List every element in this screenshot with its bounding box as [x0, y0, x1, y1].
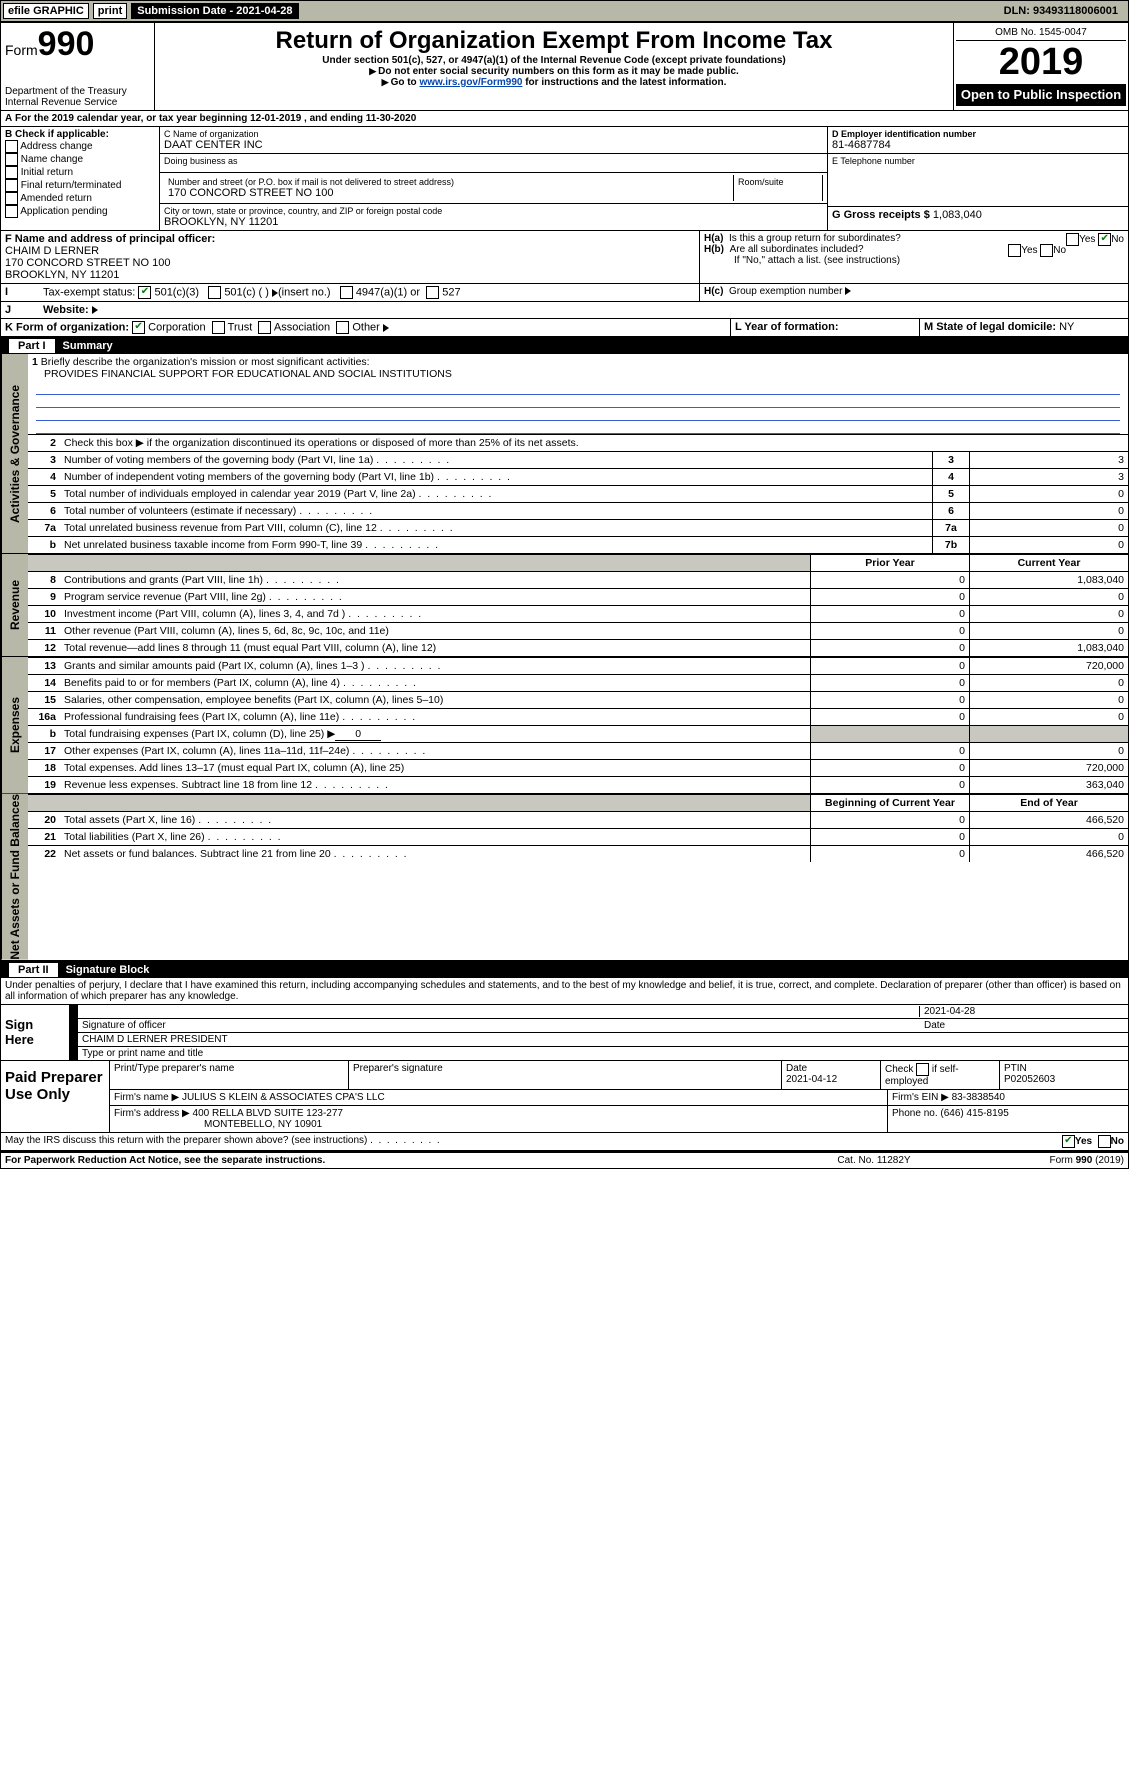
omb-number: OMB No. 1545-0047	[956, 25, 1126, 41]
chk-pending[interactable]: Application pending	[5, 205, 155, 218]
val-6: 0	[970, 503, 1129, 520]
efile-label: efile GRAPHIC	[3, 3, 89, 19]
c19: 363,040	[970, 777, 1129, 794]
section-activities: Activities & Governance 1 Briefly descri…	[1, 354, 1128, 554]
c22: 466,520	[970, 846, 1129, 863]
org-name: DAAT CENTER INC	[164, 139, 823, 151]
entity-block: B Check if applicable: Address change Na…	[1, 127, 1128, 231]
box-de: D Employer identification number81-46877…	[828, 127, 1128, 230]
chk-final-return[interactable]: Final return/terminated	[5, 179, 155, 192]
gross-receipts: 1,083,040	[933, 209, 982, 221]
val-7b: 0	[970, 537, 1129, 554]
chk-amended[interactable]: Amended return	[5, 192, 155, 205]
row-fh: F Name and address of principal officer:…	[1, 231, 1128, 284]
c18: 720,000	[970, 760, 1129, 777]
part-1-header: Part ISummary	[1, 338, 1128, 354]
box-b: B Check if applicable: Address change Na…	[1, 127, 160, 230]
dln-label: DLN: 93493118006001	[1004, 5, 1122, 17]
page-footer: For Paperwork Reduction Act Notice, see …	[1, 1152, 1128, 1168]
side-activities: Activities & Governance	[1, 354, 28, 553]
ein: 81-4687784	[832, 139, 1124, 151]
open-to-inspection: Open to Public Inspection	[956, 84, 1126, 106]
form-label: Form	[5, 42, 38, 58]
side-revenue: Revenue	[1, 554, 28, 656]
sign-date: 2021-04-28	[919, 1006, 1124, 1017]
print-button[interactable]: print	[93, 3, 127, 19]
form-subtitle-3: Go to www.irs.gov/Form990 for instructio…	[159, 77, 949, 88]
mission-text: PROVIDES FINANCIAL SUPPORT FOR EDUCATION…	[32, 368, 452, 380]
form-subtitle-1: Under section 501(c), 527, or 4947(a)(1)…	[159, 55, 949, 66]
firm-name: JULIUS S KLEIN & ASSOCIATES CPA'S LLC	[182, 1092, 385, 1103]
perjury-statement: Under penalties of perjury, I declare th…	[1, 978, 1128, 1005]
val-4: 3	[970, 469, 1129, 486]
firm-ein: 83-3838540	[952, 1092, 1005, 1103]
discuss-row: May the IRS discuss this return with the…	[1, 1132, 1128, 1152]
chk-name-change[interactable]: Name change	[5, 153, 155, 166]
officer-addr1: 170 CONCORD STREET NO 100	[5, 257, 170, 269]
box-c: C Name of organizationDAAT CENTER INC Do…	[160, 127, 828, 230]
section-netassets: Net Assets or Fund Balances Beginning of…	[1, 794, 1128, 962]
c20: 466,520	[970, 812, 1129, 829]
form-header: Form990 Department of the Treasury Inter…	[1, 23, 1128, 111]
side-expenses: Expenses	[1, 657, 28, 793]
val-3: 3	[970, 452, 1129, 469]
preparer-date: 2021-04-12	[786, 1074, 837, 1085]
chk-address-change[interactable]: Address change	[5, 140, 155, 153]
row-i: I Tax-exempt status: 501(c)(3) 501(c) ( …	[1, 284, 1128, 302]
state-domicile: NY	[1059, 321, 1074, 333]
street-address: 170 CONCORD STREET NO 100	[168, 187, 729, 199]
row-klm: K Form of organization: Corporation Trus…	[1, 319, 1128, 338]
side-netassets: Net Assets or Fund Balances	[1, 794, 28, 960]
part-2-header: Part IISignature Block	[1, 962, 1128, 978]
form-subtitle-2: Do not enter social security numbers on …	[159, 66, 949, 77]
form-number: 990	[38, 25, 95, 63]
firm-phone: (646) 415-8195	[940, 1108, 1008, 1119]
c12: 1,083,040	[970, 640, 1129, 657]
chk-initial-return[interactable]: Initial return	[5, 166, 155, 179]
firm-addr2: MONTEBELLO, NY 10901	[114, 1119, 322, 1130]
top-toolbar: efile GRAPHIC print Submission Date - 20…	[0, 0, 1129, 22]
form-page: Form990 Department of the Treasury Inter…	[0, 22, 1129, 1169]
c13: 720,000	[970, 658, 1129, 675]
tax-year: 2019	[956, 41, 1126, 84]
section-expenses: Expenses 13Grants and similar amounts pa…	[1, 657, 1128, 794]
officer-signed-name: CHAIM D LERNER PRESIDENT	[82, 1034, 228, 1045]
instructions-link[interactable]: www.irs.gov/Form990	[419, 77, 522, 88]
submission-date-label: Submission Date - 2021-04-28	[131, 3, 298, 19]
paid-preparer: Paid Preparer Use Only Print/Type prepar…	[1, 1061, 1128, 1132]
c8: 1,083,040	[970, 572, 1129, 589]
val-7a: 0	[970, 520, 1129, 537]
city-state-zip: BROOKLYN, NY 11201	[164, 216, 823, 228]
officer-addr2: BROOKLYN, NY 11201	[5, 269, 119, 281]
form-title: Return of Organization Exempt From Incom…	[159, 27, 949, 55]
row-a-tax-year: A For the 2019 calendar year, or tax yea…	[1, 111, 1128, 127]
val-5: 0	[970, 486, 1129, 503]
row-j: J Website:	[1, 302, 1128, 319]
firm-addr1: 400 RELLA BLVD SUITE 123-277	[193, 1108, 343, 1119]
signature-section: Sign Here 2021-04-28 Signature of office…	[1, 1005, 1128, 1061]
officer-name: CHAIM D LERNER	[5, 245, 99, 257]
ptin: P02052603	[1004, 1074, 1055, 1085]
department-label: Department of the Treasury Internal Reve…	[5, 86, 150, 108]
section-revenue: Revenue Prior YearCurrent Year 8Contribu…	[1, 554, 1128, 657]
